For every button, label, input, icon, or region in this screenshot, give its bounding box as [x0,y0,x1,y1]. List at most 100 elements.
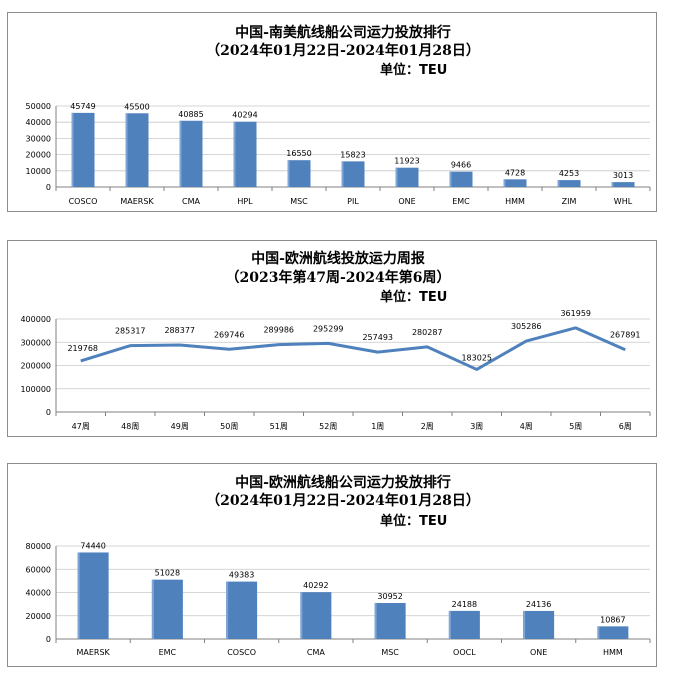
c1-data-label-6: 257493 [362,333,393,342]
c0-bar-3 [233,121,257,187]
c1-data-label-7: 280287 [412,328,443,337]
c1-xtick-11: 6周 [619,422,632,431]
c2-ytick-3: 60000 [26,565,51,574]
c2-xtick-2: COSCO [227,648,256,657]
c0-bar-1 [125,113,149,187]
c2-bar-highlight-4 [374,603,377,639]
c1-data-label-8: 183025 [461,353,492,362]
c0-subtitle: （2024年01月22日-2024年01月28日） [206,42,480,59]
c0-bar-0 [71,112,95,187]
c2-title: 中国-欧洲航线船公司运力投放排行 [235,474,451,491]
c1-xtick-6: 1周 [371,422,384,431]
c0-data-label-2: 40885 [178,110,203,119]
c0-data-label-8: 4728 [505,168,525,177]
c0-unit: 单位：TEU [380,62,447,78]
c0-bar-highlight-4 [287,160,290,187]
c0-ytick-0: 0 [46,183,51,192]
c0-data-label-4: 16550 [286,149,311,158]
c1-ytick-4: 400000 [20,315,51,324]
c2-xtick-5: OOCL [453,648,476,657]
c0-data-label-5: 15823 [340,150,365,159]
c1-xtick-5: 52周 [319,422,337,431]
c0-ytick-5: 50000 [26,102,51,111]
c0-xtick-3: HPL [237,197,253,206]
c2-data-label-0: 74440 [80,541,105,550]
c2-bar-7 [597,626,629,639]
c1-xtick-0: 47周 [72,422,90,431]
c1-xtick-8: 3周 [470,422,483,431]
c0-xtick-8: HMM [505,197,525,206]
c0-bar-highlight-6 [395,167,398,187]
c1-xtick-2: 49周 [171,422,189,431]
c0-bar-highlight-0 [71,112,74,187]
c1-xtick-3: 50周 [220,422,238,431]
c0-xtick-4: MSC [290,197,308,206]
c1-unit: 单位：TEU [380,289,447,305]
c2-ytick-1: 20000 [26,612,51,621]
c1-series-line [80,326,626,371]
c0-bar-highlight-5 [341,161,344,187]
c0-bar-highlight-1 [125,113,128,187]
c1-xtick-10: 5周 [569,422,582,431]
c2-bar-highlight-2 [226,581,229,639]
c0-ytick-2: 20000 [26,151,51,160]
c0-bar-4 [287,160,311,187]
c1-subtitle: （2023年第47周-2024年第6周） [226,269,451,286]
c2-ytick-2: 40000 [26,589,51,598]
c0-ytick-3: 30000 [26,134,51,143]
c0-xtick-5: PIL [347,197,359,206]
c2-bar-highlight-0 [77,552,80,639]
c2-xtick-1: EMC [159,648,177,657]
c1-ytick-3: 300000 [20,338,51,347]
c0-xtick-2: CMA [182,197,200,206]
c2-bar-3 [300,592,332,639]
c2-xtick-7: HMM [603,648,623,657]
c1-data-label-1: 285317 [115,327,146,336]
c2-bar-highlight-1 [151,579,154,639]
c0-title: 中国-南美航线船公司运力投放排行 [235,24,451,41]
c2-unit: 单位：TEU [380,513,447,529]
c0-bar-highlight-8 [503,179,506,187]
c2-data-label-3: 40292 [303,581,328,590]
c0-data-label-9: 4253 [559,169,579,178]
c0-xtick-7: EMC [452,197,470,206]
c2-bar-1 [151,579,183,639]
c1-xtick-9: 4周 [520,422,533,431]
europe-ranking-chart: 中国-欧洲航线船公司运力投放排行（2024年01月22日-2024年01月28日… [26,474,651,657]
c0-bar-8 [503,179,527,187]
europe-ranking-panel: 中国-欧洲航线船公司运力投放排行 （2024年01月22日-2024年01月28日… [7,463,657,667]
c0-data-label-0: 45749 [70,102,95,111]
c0-bar-6 [395,167,419,187]
c0-data-label-7: 9466 [451,161,471,170]
c2-data-label-5: 24188 [452,600,477,609]
c2-bar-0 [77,552,109,639]
c1-ytick-0: 0 [46,408,51,417]
c2-subtitle: （2024年01月22日-2024年01月28日） [206,492,480,509]
south-america-ranking-chart: 中国-南美航线船公司运力投放排行（2024年01月22日-2024年01月28日… [26,24,651,206]
c1-xtick-1: 48周 [121,422,139,431]
c2-bar-highlight-5 [448,610,451,639]
c1-data-label-0: 219768 [67,344,98,353]
c0-bar-highlight-7 [449,171,452,187]
c2-bar-highlight-7 [597,626,600,639]
c0-data-label-1: 45500 [124,102,149,111]
c2-bar-highlight-6 [523,610,526,639]
c2-ytick-4: 80000 [26,542,51,551]
c0-xtick-1: MAERSK [120,197,154,206]
c0-bar-5 [341,161,365,187]
c0-bar-highlight-2 [179,120,182,187]
c2-data-label-7: 10867 [600,615,625,624]
c1-title: 中国-欧洲航线投放运力周报 [251,250,425,267]
c0-xtick-0: COSCO [69,197,98,206]
c0-data-label-3: 40294 [232,111,257,120]
c2-bar-2 [226,581,258,639]
c2-xtick-0: MAERSK [76,648,110,657]
c0-xtick-10: WHL [614,197,633,206]
c0-xtick-6: ONE [398,197,415,206]
c0-bar-9 [557,180,581,187]
c0-ytick-1: 10000 [26,167,51,176]
c2-data-label-1: 51028 [155,569,180,578]
c2-data-label-2: 49383 [229,571,254,580]
c2-bar-6 [523,610,555,639]
c1-ytick-2: 200000 [20,362,51,371]
